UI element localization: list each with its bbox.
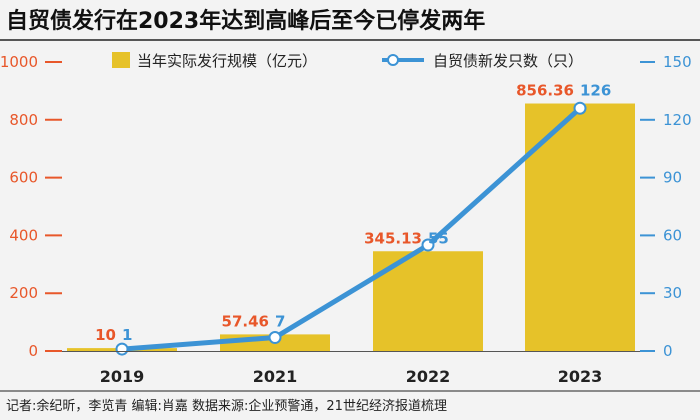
line-point-2021: [268, 331, 282, 345]
left-axis: 0 200 400 600 800 1000: [0, 53, 62, 360]
line-value-label: 55: [428, 229, 449, 247]
left-axis-tick-label: 200: [9, 284, 38, 302]
bar-value-label: 345.13: [364, 229, 422, 247]
right-axis-tick-label: 30: [663, 284, 682, 302]
right-axis-tick-label: 0: [663, 342, 673, 360]
line-value-label: 1: [122, 326, 132, 344]
x-axis-tick-label: 2019: [100, 367, 145, 386]
right-axis-tick-label: 150: [663, 53, 692, 71]
left-axis-tick-label: 0: [28, 342, 38, 360]
line-value-label: 126: [580, 82, 611, 100]
line-point-2022: [421, 238, 435, 252]
left-axis-tick-label: 600: [9, 169, 38, 187]
left-axis-tick-label: 1000: [0, 53, 38, 71]
line-point-2023: [573, 101, 587, 115]
bar-2023: [525, 103, 635, 351]
bar-value-label: 57.46: [222, 312, 269, 330]
legend-line-label: 自贸债新发只数（只）: [433, 52, 583, 70]
legend-bar-swatch: [112, 52, 130, 68]
right-axis-tick-label: 90: [663, 169, 682, 187]
line-path: [121, 106, 582, 352]
bar-series: [67, 103, 635, 351]
x-axis-tick-label: 2022: [406, 367, 451, 386]
x-axis: 2019 2021 2022 2023: [62, 351, 640, 386]
left-axis-tick-label: 400: [9, 226, 38, 244]
line-series: [115, 101, 587, 356]
bar-value-label: 10: [95, 326, 116, 344]
line-point-2019: [115, 342, 129, 356]
chart-title: 自贸债发行在2023年达到高峰后至今已停发两年: [6, 8, 485, 34]
right-axis-tick-label: 120: [663, 111, 692, 129]
x-axis-tick-label: 2023: [558, 367, 603, 386]
line-value-label: 7: [275, 312, 285, 330]
bar-value-label: 856.36: [516, 82, 574, 100]
right-axis: 0 30 60 90 120 150: [640, 53, 692, 360]
right-axis-tick-label: 60: [663, 226, 682, 244]
footer-credits: 记者:余纪昕，李览青 编辑:肖嘉 数据来源:企业预警通，21世纪经济报道梳理: [6, 398, 447, 414]
legend: 当年实际发行规模（亿元） 自贸债新发只数（只）: [112, 52, 583, 70]
data-labels: 10 1 57.46 7 345.13 55 856.36 126: [95, 82, 611, 345]
left-axis-tick-label: 800: [9, 111, 38, 129]
x-axis-tick-label: 2021: [253, 367, 298, 386]
legend-bar-label: 当年实际发行规模（亿元）: [137, 52, 317, 70]
legend-line-marker: [387, 54, 399, 66]
